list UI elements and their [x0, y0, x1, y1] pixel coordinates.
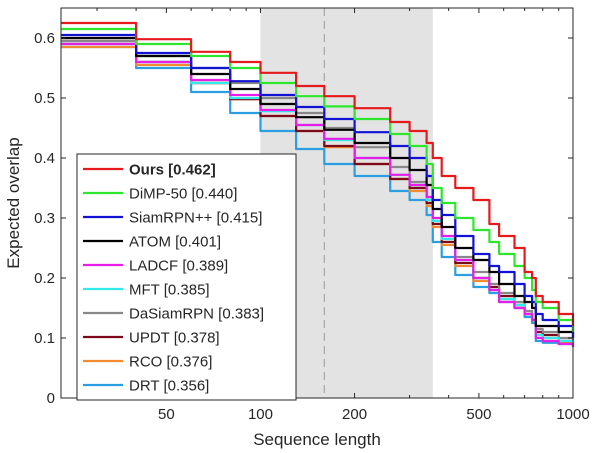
y-tick-label: 0.3: [34, 210, 55, 227]
legend: Ours [0.462] DiMP-50 [0.440] SiamRPN++ [0.…: [76, 153, 297, 401]
series-line-dimp-50: [61, 27, 575, 332]
legend-label: ATOM [0.401]: [129, 234, 221, 251]
x-tick-label: 100: [248, 406, 273, 423]
legend-label: UPDT [0.378]: [129, 330, 220, 347]
legend-label: LADCF [0.389]: [129, 258, 228, 275]
y-tick-label: 0.4: [34, 150, 55, 167]
legend-label: DiMP-50 [0.440]: [129, 186, 237, 203]
x-axis-label: Sequence length: [253, 430, 381, 449]
axes-box: [60, 7, 574, 399]
y-tick-label: 0.2: [34, 270, 55, 287]
y-tick-label: 0.1: [34, 330, 55, 347]
legend-label: DaSiamRPN [0.383]: [129, 306, 264, 323]
y-tick-label: 0.6: [34, 30, 55, 47]
legend-box: [76, 153, 297, 401]
legend-label: Ours [0.462]: [129, 162, 216, 179]
x-tick-label: 200: [342, 406, 367, 423]
series-layer: [61, 21, 575, 347]
y-tick-label: 0.5: [34, 90, 55, 107]
x-tick-label: 500: [466, 406, 491, 423]
y-tick-label: 0: [47, 390, 55, 407]
legend-label: DRT [0.356]: [129, 378, 209, 395]
x-tick-label: 50: [158, 406, 175, 423]
series-line-ours: [61, 21, 575, 326]
legend-label: RCO [0.376]: [129, 354, 212, 371]
series-line-atom: [61, 36, 575, 338]
legend-label: MFT [0.385]: [129, 282, 210, 299]
x-tick-label: 1000: [556, 406, 589, 423]
y-axis-label: Expected overlap: [4, 137, 23, 268]
y-axis-ticks: 0 0.1 0.2 0.3 0.4 0.5 0.6: [34, 30, 573, 407]
legend-label: SiamRPN++ [0.415]: [129, 210, 262, 227]
